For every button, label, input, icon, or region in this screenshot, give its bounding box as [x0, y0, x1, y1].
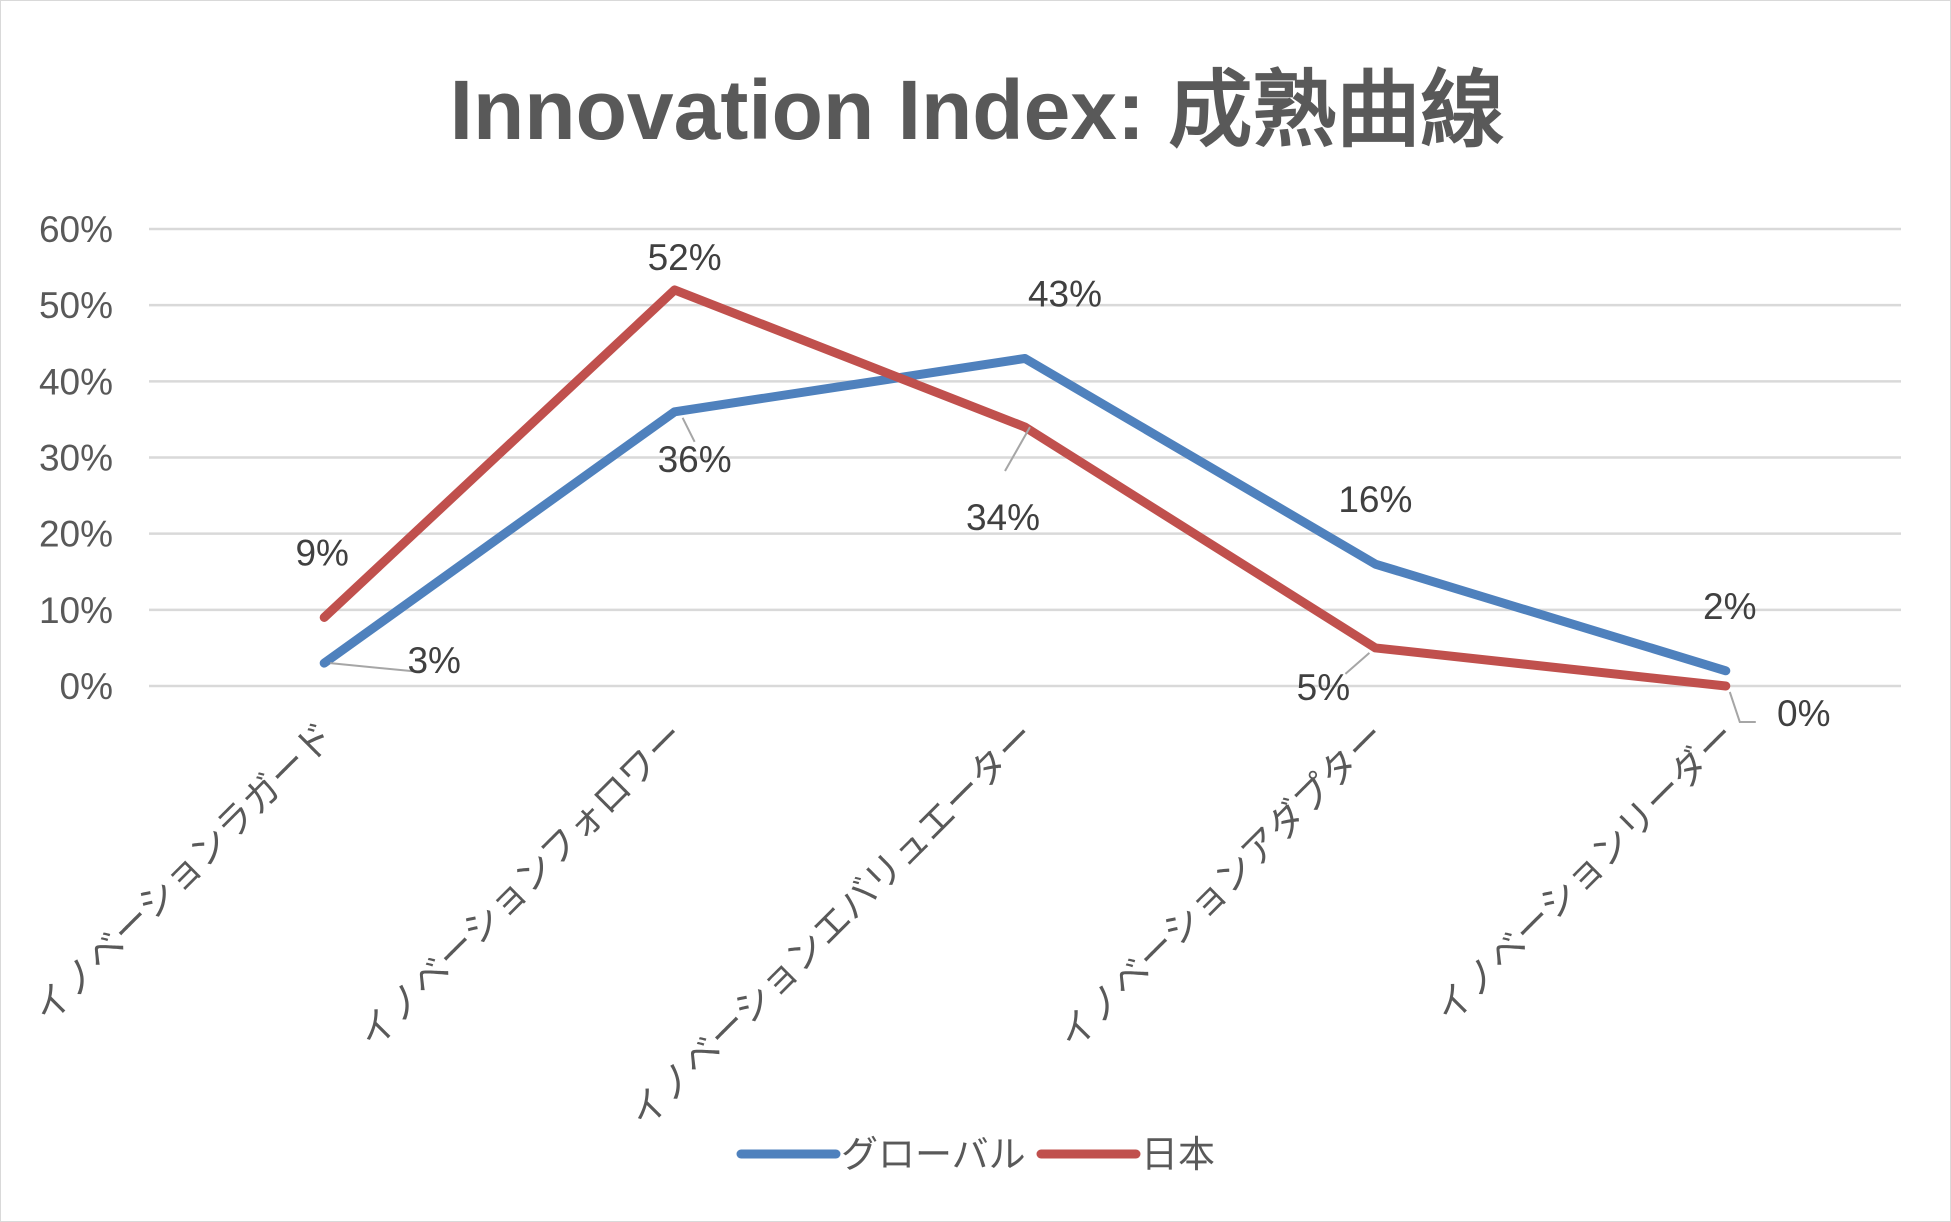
legend: グローバル 日本 [736, 1134, 1215, 1175]
x-tick-label: イノベーションラガード [26, 715, 342, 1031]
data-label: 5% [1297, 667, 1350, 708]
data-point [1024, 426, 1026, 429]
y-axis-ticks: 0% 10% 20% 30% 40% 50% 60% [39, 209, 113, 707]
label-leader-line [330, 662, 413, 673]
label-leaders [330, 417, 1756, 723]
label-leader-line [1004, 426, 1031, 472]
data-point [323, 616, 326, 619]
chart-title: Innovation Index: 成熟曲線 [450, 63, 1505, 157]
data-point [673, 288, 676, 291]
y-tick-label: 0% [60, 666, 113, 707]
data-point [323, 662, 326, 665]
series-line [319, 285, 1731, 691]
label-leader-line [1344, 652, 1371, 675]
data-point [1374, 563, 1377, 566]
label-leader-line [681, 417, 696, 443]
x-tick-label: イノベーションフォロワー [351, 715, 693, 1057]
y-tick-label: 40% [39, 361, 113, 402]
data-label: 52% [648, 237, 722, 278]
y-tick-label: 60% [39, 209, 113, 250]
x-tick-label: イノベーションリーダー [1427, 715, 1743, 1031]
data-label: 43% [1028, 273, 1102, 314]
legend-label: グローバル [841, 1134, 1026, 1175]
data-label: 9% [295, 532, 348, 573]
y-tick-label: 50% [39, 285, 113, 326]
data-point [1374, 646, 1377, 649]
x-tick-label: イノベーションアダプター [1051, 715, 1393, 1057]
data-point [1024, 357, 1026, 360]
data-label: 0% [1777, 693, 1830, 734]
series-lines [319, 285, 1731, 691]
data-label: 3% [407, 640, 460, 681]
data-point [673, 410, 676, 413]
data-labels: 3% 36% 43% 16% 2% 9% 52% 34% 5% 0% [295, 237, 1830, 734]
data-label: 2% [1703, 586, 1756, 627]
label-leader-line [1728, 691, 1756, 723]
y-tick-label: 20% [39, 514, 113, 555]
data-point [1724, 685, 1727, 687]
legend-label: 日本 [1141, 1134, 1215, 1175]
y-tick-label: 10% [39, 590, 113, 631]
x-tick-label: イノベーションエバリュエーター [622, 715, 1043, 1136]
y-tick-label: 30% [39, 438, 113, 479]
data-label: 36% [658, 439, 732, 480]
data-label: 34% [966, 497, 1040, 538]
data-point [1724, 669, 1727, 672]
gridlines [149, 227, 1901, 688]
data-label: 16% [1338, 479, 1412, 520]
